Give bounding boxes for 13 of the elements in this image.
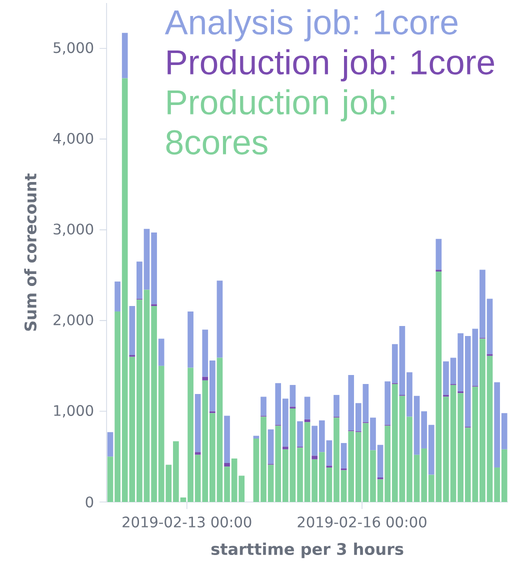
x-tick-label: 2019-02-16 00:00 [298, 516, 426, 528]
y-tick-label: 2,000 [54, 314, 94, 327]
x-tick-label: 2019-02-13 00:00 [122, 516, 252, 528]
series-label: Production job: 8cores [166, 89, 394, 155]
y-tick-label: 5,000 [54, 42, 94, 55]
y-axis-title: Sum of corecount [24, 173, 37, 331]
x-axis-title: starttime per 3 hours [211, 542, 404, 558]
y-tick-label: 4,000 [53, 132, 94, 146]
y-tick-label: 3,000 [54, 224, 94, 236]
text: Production job: 1core [168, 49, 494, 82]
y-tick-label: 0 [86, 496, 94, 508]
y-tick-label: 1,000 [54, 405, 94, 418]
series-label: Analysis job: 1core [164, 9, 458, 42]
